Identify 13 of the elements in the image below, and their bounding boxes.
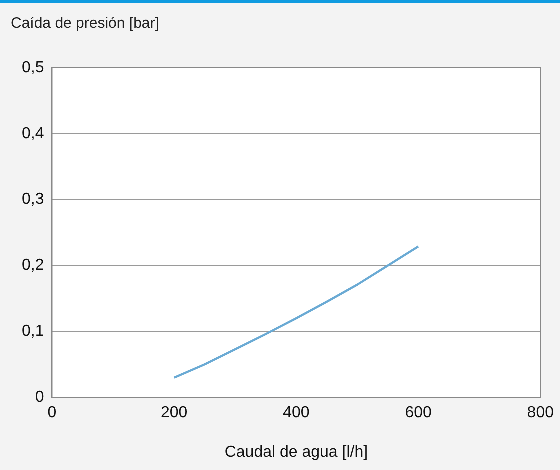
y-tick-label: 0 — [35, 389, 44, 406]
x-tick-label: 200 — [160, 404, 188, 422]
x-axis-title: Caudal de agua [l/h] — [224, 444, 368, 461]
y-tick-label: 0,1 — [22, 323, 44, 340]
y-tick-label: 0,4 — [22, 125, 44, 142]
x-tick-label: 400 — [283, 404, 310, 422]
x-tick-label: 600 — [405, 404, 432, 422]
y-tick-label: 0,2 — [22, 257, 44, 274]
y-tick-label: 0,3 — [22, 191, 44, 208]
x-tick-label: 0 — [48, 404, 57, 422]
y-tick-label: 0,5 — [22, 59, 44, 76]
x-tick-label: 800 — [527, 404, 554, 422]
y-axis-title: Caída de presión [bar] — [11, 14, 160, 34]
